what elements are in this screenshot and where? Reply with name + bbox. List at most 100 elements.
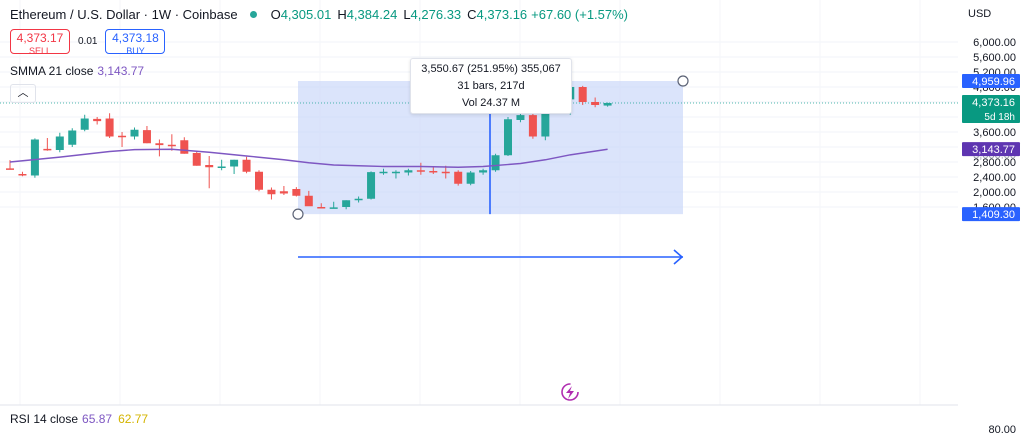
rsi-legend[interactable]: RSI 14 close 65.87 62.77 (10, 412, 148, 426)
candle (479, 168, 488, 175)
candle (242, 156, 251, 174)
candle (317, 203, 326, 209)
countdown-text: 5d 18h (984, 112, 1015, 123)
measure-top-handle[interactable] (677, 75, 689, 87)
measure-tooltip: 3,550.67 (251.95%) 355,067 31 bars, 217d… (410, 58, 572, 114)
measure-bottom-tag-text: 1,409.30 (972, 209, 1015, 221)
sell-label: SELL (28, 46, 52, 56)
candle (55, 132, 64, 153)
candle-body (205, 165, 214, 168)
price-tick-label: 3,600.00 (973, 127, 1016, 139)
candle (391, 170, 400, 179)
candle (404, 168, 413, 176)
candle-body (304, 195, 313, 207)
currency-selector[interactable]: USD (968, 8, 992, 20)
smma-price-tag: 3,143.77 (962, 142, 1020, 157)
candle (68, 128, 77, 147)
measure-top-tag: 4,959.96 (962, 74, 1020, 89)
price-tick-label: 2,400.00 (973, 172, 1016, 184)
candle-body (491, 155, 500, 171)
candle-body (528, 115, 537, 137)
candle (504, 117, 512, 156)
candle-body (479, 170, 488, 173)
buy-button[interactable]: 4,373.18 BUY (105, 29, 166, 56)
candle-body (391, 171, 400, 174)
candle (192, 150, 201, 166)
candle-body (180, 140, 189, 154)
candle-body (230, 159, 239, 167)
candle (118, 132, 127, 147)
candle-body (18, 174, 27, 176)
close-label: C (467, 7, 477, 22)
candle-body (43, 148, 52, 151)
price-tick-label: 5,600.00 (973, 52, 1016, 64)
price-tick-label: 2,800.00 (973, 157, 1016, 169)
measure-bars-text: 31 bars, 217d (457, 80, 525, 92)
measure-bottom-handle[interactable] (292, 208, 304, 220)
candle-body (292, 189, 301, 196)
candle (603, 102, 612, 107)
candle-body (255, 171, 263, 190)
symbol-title[interactable]: Ethereum / U.S. Dollar · 1W · Coinbase (10, 7, 238, 22)
candle-body (454, 171, 463, 184)
last-price-tag: 4,373.16 5d 18h (962, 95, 1020, 124)
candle (142, 126, 151, 144)
candle (205, 156, 214, 189)
candle-body (279, 191, 288, 194)
candle (491, 153, 500, 172)
candle (429, 166, 438, 174)
candle (329, 201, 338, 209)
low-value: 4,276.33 (410, 7, 462, 22)
last-price-tag-text: 4,373.16 (972, 97, 1015, 109)
candle-body (429, 171, 438, 173)
candle (93, 117, 102, 125)
candle-body (354, 198, 363, 201)
candle-body (80, 118, 89, 130)
smma-price-tag-bg (962, 142, 1020, 157)
candle-body (578, 87, 587, 102)
candle-body (167, 144, 176, 147)
candle (167, 134, 176, 151)
candle-body (242, 159, 251, 172)
measure-right-arrowhead (673, 249, 684, 265)
measure-bottom-tag: 1,409.30 (962, 207, 1020, 222)
change-value: +67.60 (+1.57%) (531, 7, 629, 22)
replay-lightning-icon[interactable] (561, 383, 579, 401)
smma-legend[interactable]: SMMA 21 close 3,143.77 (10, 64, 144, 78)
rsi-value-2: 62.77 (118, 412, 149, 426)
candle-body (379, 171, 388, 174)
candle (255, 170, 263, 192)
candle (454, 170, 463, 186)
candle-body (404, 170, 413, 173)
candle-body (192, 153, 201, 166)
candle (466, 171, 475, 186)
candle (528, 113, 537, 139)
candle-body (416, 170, 425, 172)
candle (180, 137, 189, 154)
candle (230, 159, 239, 174)
buy-label: BUY (126, 46, 145, 56)
smma-legend-value: 3,143.77 (97, 64, 145, 78)
rsi-value-1: 65.87 (82, 412, 113, 426)
candle (379, 168, 388, 175)
candle-body (118, 135, 127, 138)
candle-body (329, 207, 338, 209)
open-value: 4,305.01 (280, 7, 332, 22)
sell-button[interactable]: 4,373.17 SELL (10, 29, 70, 56)
spread-value: 0.01 (78, 36, 98, 47)
candle-body (541, 105, 550, 137)
candle (591, 97, 600, 108)
buy-price: 4,373.18 (112, 31, 159, 45)
candle-body (68, 130, 77, 145)
candle (516, 113, 525, 123)
candle (155, 139, 164, 157)
chevron-up-icon[interactable]: ︿ (10, 84, 36, 103)
candle (441, 165, 450, 179)
candle-body (504, 119, 512, 156)
low-label: L (403, 7, 411, 22)
trade-panel: 4,373.17 SELL 0.01 4,373.18 BUY (10, 29, 166, 56)
candle (342, 200, 351, 210)
candle-body (55, 136, 64, 150)
candle (578, 85, 587, 105)
